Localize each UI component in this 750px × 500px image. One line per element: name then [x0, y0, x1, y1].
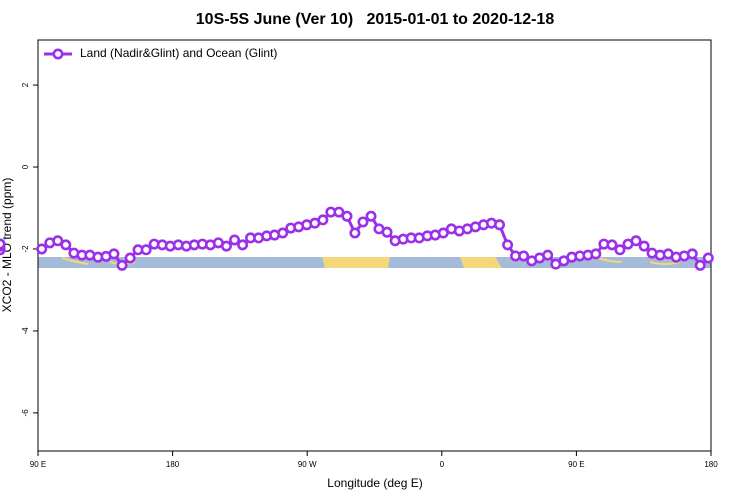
- x-tick-label: 90 E: [568, 460, 584, 469]
- legend-marker: [52, 48, 64, 60]
- x-tick-label: 90 W: [298, 460, 317, 469]
- legend-label: Land (Nadir&Glint) and Ocean (Glint): [80, 46, 277, 60]
- data-point: [333, 206, 345, 218]
- data-point: [357, 216, 369, 228]
- data-point: [349, 227, 361, 239]
- data-point: [381, 226, 393, 238]
- data-point: [108, 248, 120, 260]
- data-point: [702, 252, 714, 264]
- data-point: [638, 240, 650, 252]
- x-tick-label: 90 E: [30, 460, 46, 469]
- data-point: [518, 250, 530, 262]
- data-point: [686, 248, 698, 260]
- y-tick-label: 2: [21, 82, 30, 87]
- data-point: [140, 244, 152, 256]
- data-point: [52, 235, 64, 247]
- land-mask: [38, 257, 711, 268]
- data-point: [237, 239, 249, 251]
- x-tick-label: 180: [704, 460, 718, 469]
- data-point: [317, 214, 329, 226]
- data-point: [124, 252, 136, 264]
- data-point: [220, 240, 232, 252]
- data-point: [606, 239, 618, 251]
- y-axis-label: XCO2 - MLO trend (ppm): [0, 178, 14, 313]
- data-point: [502, 239, 514, 251]
- data-point: [614, 244, 626, 256]
- data-point: [494, 219, 506, 231]
- data-point: [229, 234, 241, 246]
- data-point: [60, 239, 72, 251]
- data-point: [365, 210, 377, 222]
- data-point: [36, 243, 48, 255]
- data-point: [542, 249, 554, 261]
- land-segment: [322, 257, 390, 268]
- data-point: [437, 227, 449, 239]
- y-tick-label: 0: [21, 164, 30, 169]
- data-point: [0, 238, 6, 250]
- data-point: [694, 259, 706, 271]
- data-point: [277, 227, 289, 239]
- y-tick-label: -6: [21, 409, 30, 417]
- data-point: [590, 248, 602, 260]
- data-point: [630, 235, 642, 247]
- data-point: [341, 210, 353, 222]
- data-point: [116, 259, 128, 271]
- y-tick-label: -2: [21, 245, 30, 253]
- x-tick-label: 180: [166, 460, 180, 469]
- y-tick-label: -4: [21, 327, 30, 335]
- x-axis-label: Longitude (deg E): [327, 476, 422, 490]
- land-segment: [460, 257, 502, 268]
- x-tick-label: 0: [440, 460, 445, 469]
- chart-title: 10S-5S June (Ver 10) 2015-01-01 to 2020-…: [196, 11, 555, 28]
